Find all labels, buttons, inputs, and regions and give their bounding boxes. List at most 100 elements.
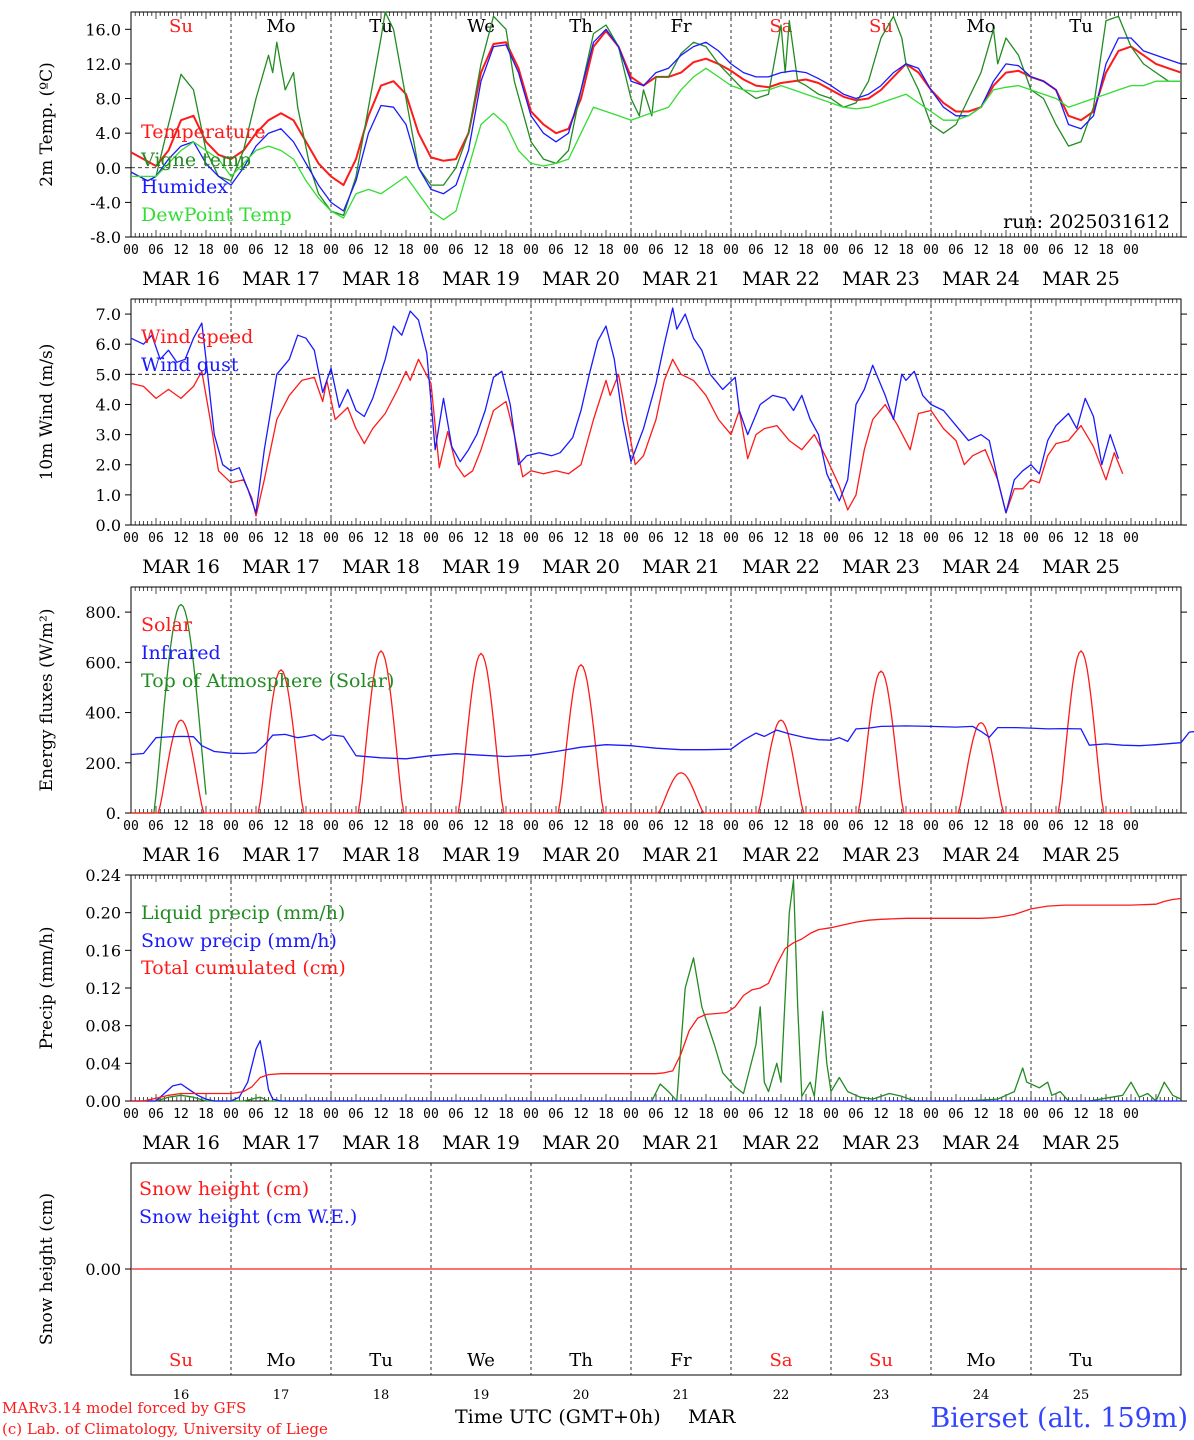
x-hour-label: 06 [648, 1107, 664, 1122]
day-number-label: 19 [473, 1388, 490, 1403]
x-hour-label: 12 [973, 531, 989, 546]
legend-entry: Snow height (cm W.E.) [139, 1206, 357, 1228]
x-day-label: MAR 23 [842, 268, 920, 290]
x-hour-label: 12 [373, 819, 389, 834]
x-hour-label: 12 [673, 531, 689, 546]
x-hour-label: 00 [523, 1107, 539, 1122]
x-hour-label: 06 [1048, 819, 1064, 834]
x-hour-label: 18 [1098, 1107, 1114, 1122]
x-hour-label: 18 [698, 819, 714, 834]
x-hour-label: 12 [173, 819, 189, 834]
x-day-label: MAR 19 [442, 844, 520, 866]
x-hour-label: 06 [848, 1107, 864, 1122]
x-hour-label: 00 [923, 243, 939, 258]
series-group [130, 603, 1194, 814]
x-hour-label: 00 [823, 1107, 839, 1122]
day-number-label: 23 [873, 1388, 890, 1403]
x-hour-label: 06 [548, 819, 564, 834]
x-hour-label: 00 [223, 531, 239, 546]
x-hour-label: 00 [423, 819, 439, 834]
x-hour-label: 00 [523, 531, 539, 546]
weekday-label: Mo [266, 1350, 295, 1371]
x-hour-label: 12 [873, 531, 889, 546]
series-line-infrared [130, 725, 1194, 760]
y-tick-label: 1.0 [96, 486, 121, 505]
x-hour-label: 18 [998, 819, 1014, 834]
x-hour-label: 06 [748, 1107, 764, 1122]
weekday-label: Tu [1069, 16, 1093, 37]
x-hour-label: 00 [823, 819, 839, 834]
x-day-label: MAR 16 [142, 844, 220, 866]
x-hour-label: 06 [348, 243, 364, 258]
y-tick-label: 0.08 [85, 1017, 121, 1036]
day-number-label: 21 [673, 1388, 690, 1403]
weekday-label: Mo [966, 16, 995, 37]
x-hour-label: 00 [423, 531, 439, 546]
x-hour-label: 18 [198, 1107, 214, 1122]
x-hour-label: 00 [923, 1107, 939, 1122]
x-hour-label: 06 [748, 819, 764, 834]
x-hour-label: 00 [623, 1107, 639, 1122]
x-hour-label: 00 [1123, 1107, 1139, 1122]
x-hour-label: 06 [148, 243, 164, 258]
x-hour-label: 00 [323, 531, 339, 546]
x-day-label: MAR 20 [542, 268, 620, 290]
x-hour-label: 06 [448, 1107, 464, 1122]
x-hour-label: 12 [673, 243, 689, 258]
x-hour-label: 12 [273, 819, 289, 834]
x-hour-label: 06 [848, 243, 864, 258]
plot-frame [130, 298, 1182, 526]
y-tick-label: 400. [85, 704, 121, 723]
x-hour-label: 12 [573, 531, 589, 546]
y-tick-label: 0.00 [85, 1260, 121, 1279]
legend-entry: Wind gust [141, 354, 239, 376]
x-hour-label: 06 [148, 819, 164, 834]
x-hour-label: 06 [248, 819, 264, 834]
x-hour-label: 12 [273, 243, 289, 258]
x-hour-label: 00 [723, 531, 739, 546]
x-hour-label: 06 [848, 531, 864, 546]
x-day-label: MAR 17 [242, 1132, 320, 1154]
legend-entry: Wind speed [141, 326, 253, 348]
x-hour-label: 06 [448, 819, 464, 834]
x-hour-label: 18 [798, 243, 814, 258]
x-day-label: MAR 16 [142, 268, 220, 290]
x-hour-label: 06 [248, 1107, 264, 1122]
x-hour-label: 00 [123, 531, 139, 546]
legend-entry: Snow precip (mm/h) [141, 930, 337, 952]
weekday-label: Su [869, 1350, 893, 1371]
x-hour-label: 12 [473, 819, 489, 834]
y-tick-label: 0.24 [85, 866, 121, 885]
weekday-label: We [467, 1350, 495, 1371]
x-day-label: MAR 22 [742, 844, 820, 866]
x-day-label: MAR 20 [542, 844, 620, 866]
x-hour-label: 00 [623, 531, 639, 546]
x-hour-label: 18 [998, 1107, 1014, 1122]
weekday-label: Fr [670, 16, 691, 37]
weekday-label: Su [169, 16, 193, 37]
x-hour-label: 12 [673, 1107, 689, 1122]
weekday-label: Su [169, 1350, 193, 1371]
legend-entry: Snow height (cm) [139, 1178, 309, 1200]
x-hour-label: 12 [473, 243, 489, 258]
station-name: Bierset (alt. 159m) [930, 1403, 1188, 1434]
x-hour-label: 06 [648, 819, 664, 834]
credit-line-2: (c) Lab. of Climatology, University of L… [2, 1420, 328, 1438]
x-hour-label: 00 [623, 819, 639, 834]
x-hour-label: 18 [798, 1107, 814, 1122]
x-hour-label: 18 [498, 1107, 514, 1122]
x-hour-label: 00 [223, 243, 239, 258]
x-hour-label: 06 [248, 243, 264, 258]
x-hour-label: 18 [798, 531, 814, 546]
x-day-label: MAR 21 [642, 268, 720, 290]
x-hour-label: 06 [348, 531, 364, 546]
x-hour-label: 00 [723, 819, 739, 834]
series-group [131, 879, 1182, 1102]
weekday-label: Tu [369, 1350, 393, 1371]
x-hour-label: 12 [173, 531, 189, 546]
y-tick-label: -8.0 [90, 228, 121, 247]
x-hour-label: 00 [223, 819, 239, 834]
chart-panel-4: 0.00 0.04 0.08 0.12 0.16 0.20 0.24 Precip (mm/h… [37, 866, 1187, 1154]
x-hour-label: 18 [598, 531, 614, 546]
y-tick-label: 0.04 [85, 1054, 121, 1073]
